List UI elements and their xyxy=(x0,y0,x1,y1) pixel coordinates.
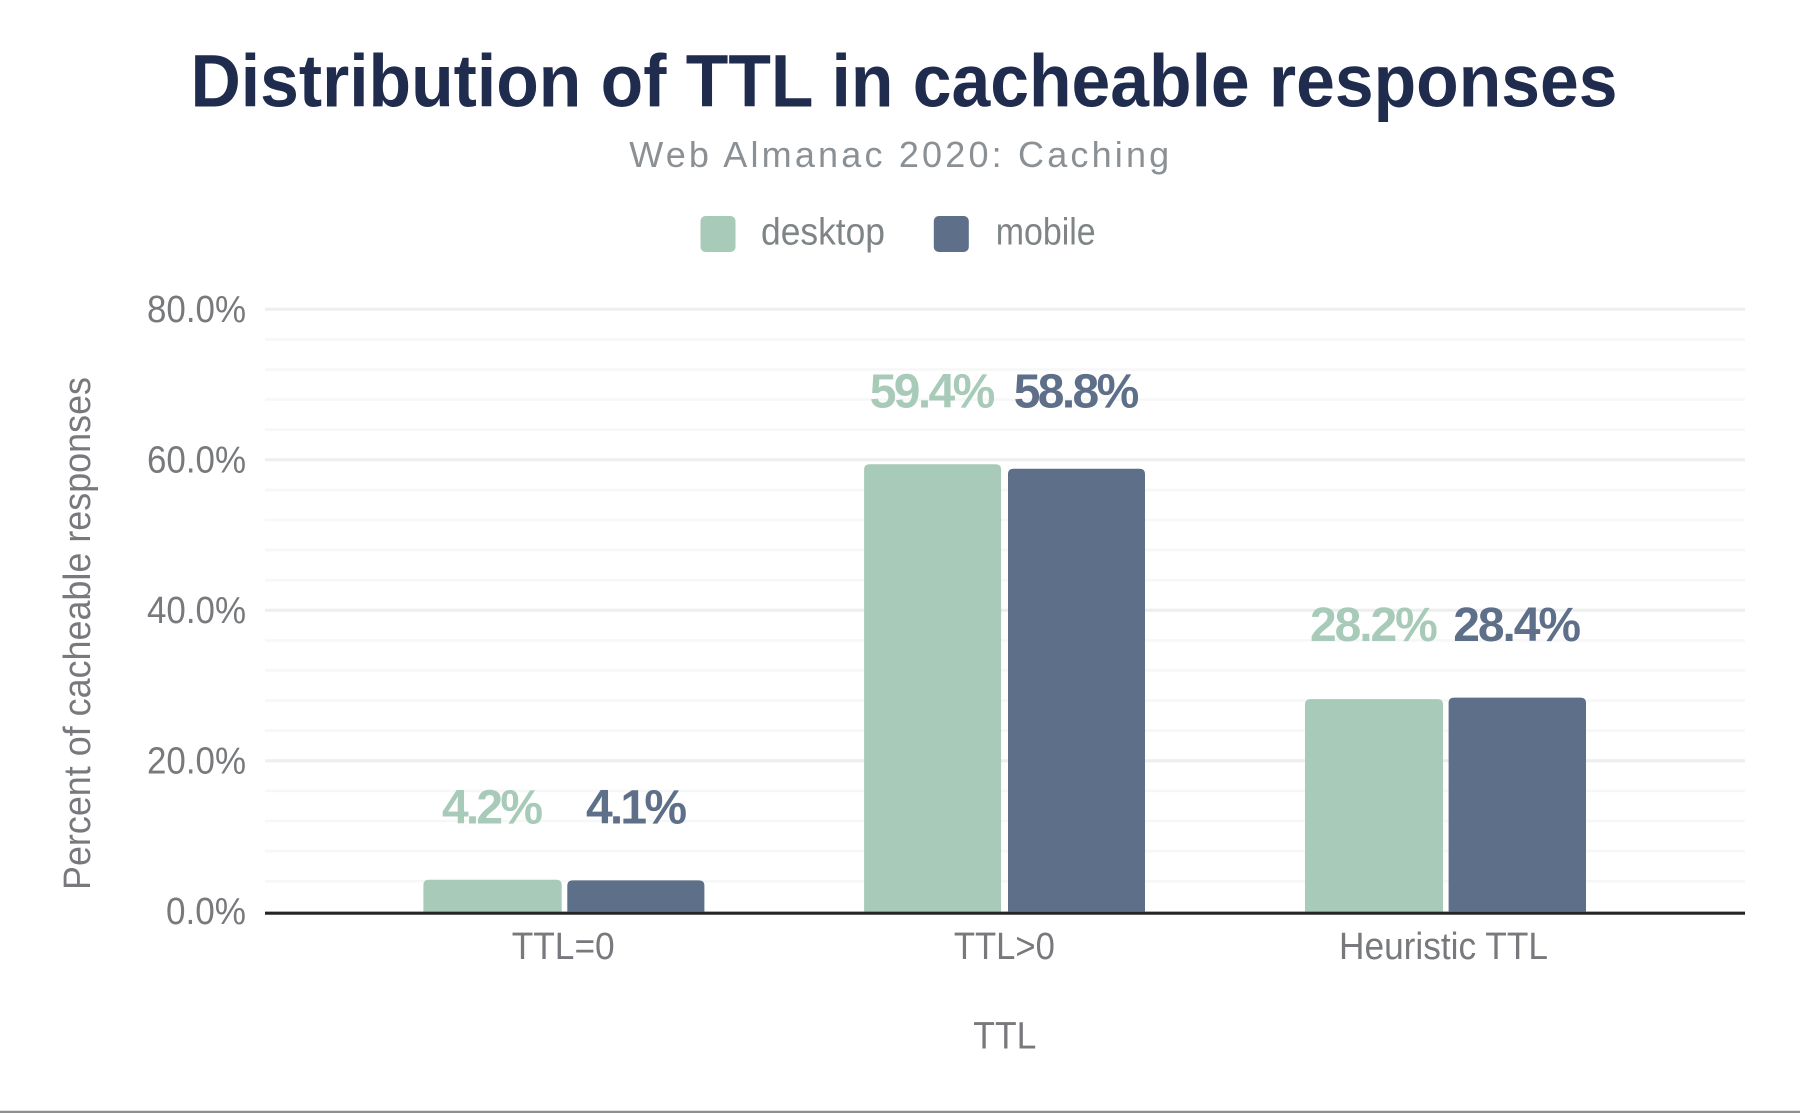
svg-text:60.0%: 60.0% xyxy=(147,439,246,481)
svg-text:0.0%: 0.0% xyxy=(166,891,246,933)
svg-text:Percent of cacheable responses: Percent of cacheable responses xyxy=(57,377,99,890)
svg-text:Web Almanac 2020: Caching: Web Almanac 2020: Caching xyxy=(629,134,1169,175)
svg-text:Heuristic TTL: Heuristic TTL xyxy=(1339,926,1548,968)
svg-text:TTL: TTL xyxy=(973,1015,1036,1057)
svg-text:28.4%: 28.4% xyxy=(1453,599,1581,652)
svg-text:58.8%: 58.8% xyxy=(1014,366,1140,419)
svg-text:59.4%: 59.4% xyxy=(870,366,996,419)
svg-text:mobile: mobile xyxy=(996,212,1096,254)
svg-text:40.0%: 40.0% xyxy=(147,590,246,632)
svg-text:80.0%: 80.0% xyxy=(147,289,246,331)
svg-text:TTL=0: TTL=0 xyxy=(512,926,615,968)
svg-text:28.2%: 28.2% xyxy=(1310,599,1438,652)
svg-text:4.1%: 4.1% xyxy=(586,782,687,835)
svg-text:20.0%: 20.0% xyxy=(147,740,246,782)
svg-text:4.2%: 4.2% xyxy=(442,782,543,835)
svg-text:desktop: desktop xyxy=(761,212,885,254)
svg-text:Distribution of TTL in cacheab: Distribution of TTL in cacheable respons… xyxy=(191,40,1618,123)
svg-text:TTL>0: TTL>0 xyxy=(954,926,1055,968)
